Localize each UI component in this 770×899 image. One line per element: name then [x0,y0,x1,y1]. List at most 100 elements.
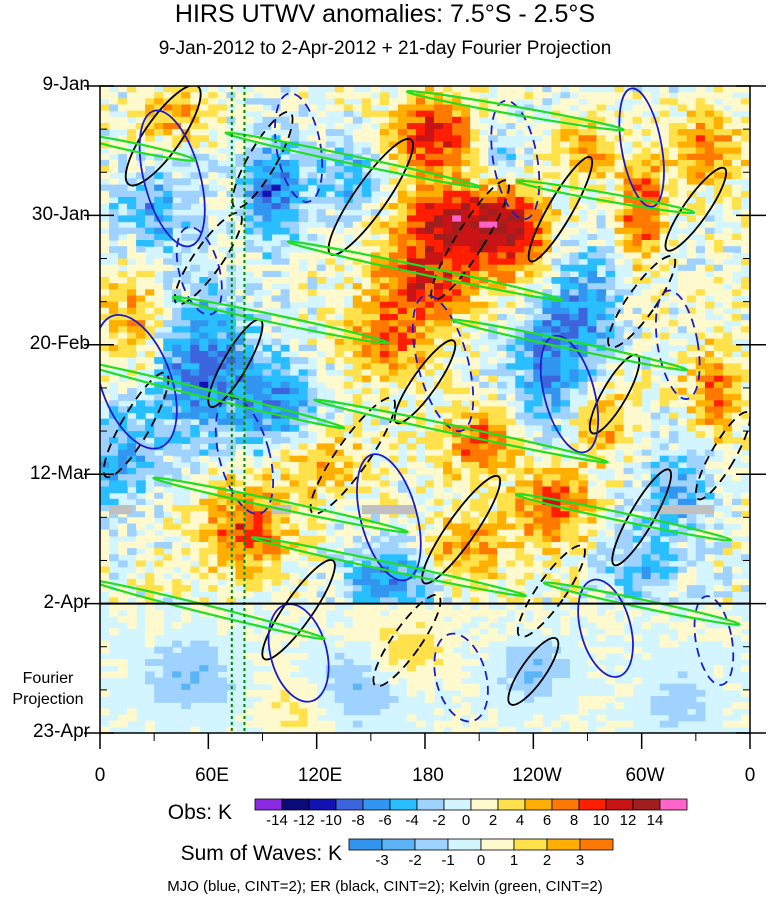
y-tick-label: 12-Mar [29,463,90,484]
er-contour [393,339,457,425]
waves-colorbar-tick: 3 [575,852,585,869]
plot-axes [84,85,766,749]
er-contour [611,468,672,567]
kelvin-contour [224,131,482,189]
kelvin-contour [152,476,409,534]
obs-colorbar-box [632,798,661,811]
mjo-contour [175,226,223,316]
er-contour [173,211,243,306]
kelvin-contour [100,358,346,430]
x-tick-label: 60W [625,765,665,786]
obs-colorbar-tick: -14 [266,812,288,829]
obs-colorbar-box [470,798,499,811]
er-contour [430,179,510,301]
kelvin-contour [514,493,733,542]
obs-colorbar-box [389,798,418,811]
er-contour [664,166,728,252]
obs-colorbar-box [578,798,607,811]
obs-colorbar-box [335,798,364,811]
kelvin-contour [286,240,564,302]
waves-colorbar-box [414,838,449,851]
obs-colorbar-tick: -4 [405,812,419,829]
mjo-contour [433,632,489,723]
er-contour [421,474,502,585]
er-contour [507,636,560,706]
waves-colorbar-box [546,838,581,851]
y-tick-label: 2-Apr [43,592,90,613]
wave-contours [100,86,750,733]
mjo-contour [274,92,324,203]
waves-colorbar-box [348,838,383,851]
obs-colorbar-box [416,798,445,811]
obs-colorbar-box [497,798,526,811]
obs-colorbar-box [254,798,283,811]
er-contour [694,411,750,501]
obs-colorbar-box [605,798,634,811]
x-tick-label: 0 [744,765,756,786]
waves-colorbar-box [579,838,614,851]
missing-data-strip [659,505,714,515]
obs-colorbar-box [308,798,337,811]
waves-colorbar-tick: -2 [408,852,422,869]
x-tick-label: 0 [94,765,106,786]
obs-colorbar-tick: 12 [619,812,637,829]
waves-colorbar-tick: -1 [441,852,455,869]
waves-colorbar-box [480,838,515,851]
missing-data-strip [361,505,416,515]
kelvin-contour [542,581,741,626]
mjo-contour [100,314,178,450]
obs-colorbar-tick: -10 [320,812,342,829]
chart-title: HIRS UTWV anomalies: 7.5°S - 2.5°S [174,0,596,28]
x-tick-label: 120W [512,765,562,786]
obs-colorbar-tick: 6 [542,812,552,829]
kelvin-contour [100,579,326,641]
er-contour [309,396,396,515]
kelvin-contour [405,90,625,132]
er-contour [102,371,170,479]
mjo-contour [693,595,735,686]
obs-colorbar-box [524,798,553,811]
y-tick-label: 20-Feb [29,333,90,354]
kelvin-contour [171,295,390,345]
mjo-contour [539,334,600,454]
chart-subtitle: 9-Jan-2012 to 2-Apr-2012 + 21-day Fourie… [158,38,612,59]
kelvin-contour [100,133,196,162]
er-contour [231,110,294,209]
er-contour [261,559,336,661]
projection-label: Fourier Projection [12,670,84,708]
obs-colorbar-box [551,798,580,811]
colorbars [254,798,688,851]
obs-colorbar-tick: 10 [592,812,610,829]
obs-colorbar-tick: -6 [378,812,392,829]
waves-colorbar-box [447,838,482,851]
kelvin-contour [450,318,688,372]
x-tick-label: 60E [195,765,229,786]
obs-colorbar-tick: 8 [569,812,579,829]
er-contour [527,156,594,263]
mjo-contour [618,87,665,208]
wave-legend-note: MJO (blue, CINT=2); ER (black, CINT=2); … [167,878,603,895]
kelvin-contour [515,179,696,215]
er-contour [607,255,677,349]
waves-colorbar-box [381,838,416,851]
mjo-contour [214,396,275,515]
obs-colorbar-box [362,798,391,811]
obs-colorbar-tick: 4 [515,812,525,829]
obs-colorbar-tick: -2 [432,812,446,829]
obs-colorbar-tick: 14 [646,812,664,829]
waves-colorbar-tick: 2 [542,852,552,869]
obs-colorbar-tick: -12 [293,812,315,829]
kelvin-contour [313,398,609,464]
obs-colorbar-box [281,798,310,811]
waves-colorbar-tick: 1 [509,852,519,869]
mjo-contour [138,109,206,248]
er-contour [516,544,586,638]
y-tick-label: 30-Jan [31,204,90,225]
obs-colorbar-tick: 2 [488,812,498,829]
waves-colorbar-tick: 0 [476,852,486,869]
obs-colorbar-label: Obs: K [167,801,232,824]
y-tick-label: 23-Apr [32,721,90,742]
obs-colorbar-box [443,798,472,811]
er-contour [372,593,442,688]
